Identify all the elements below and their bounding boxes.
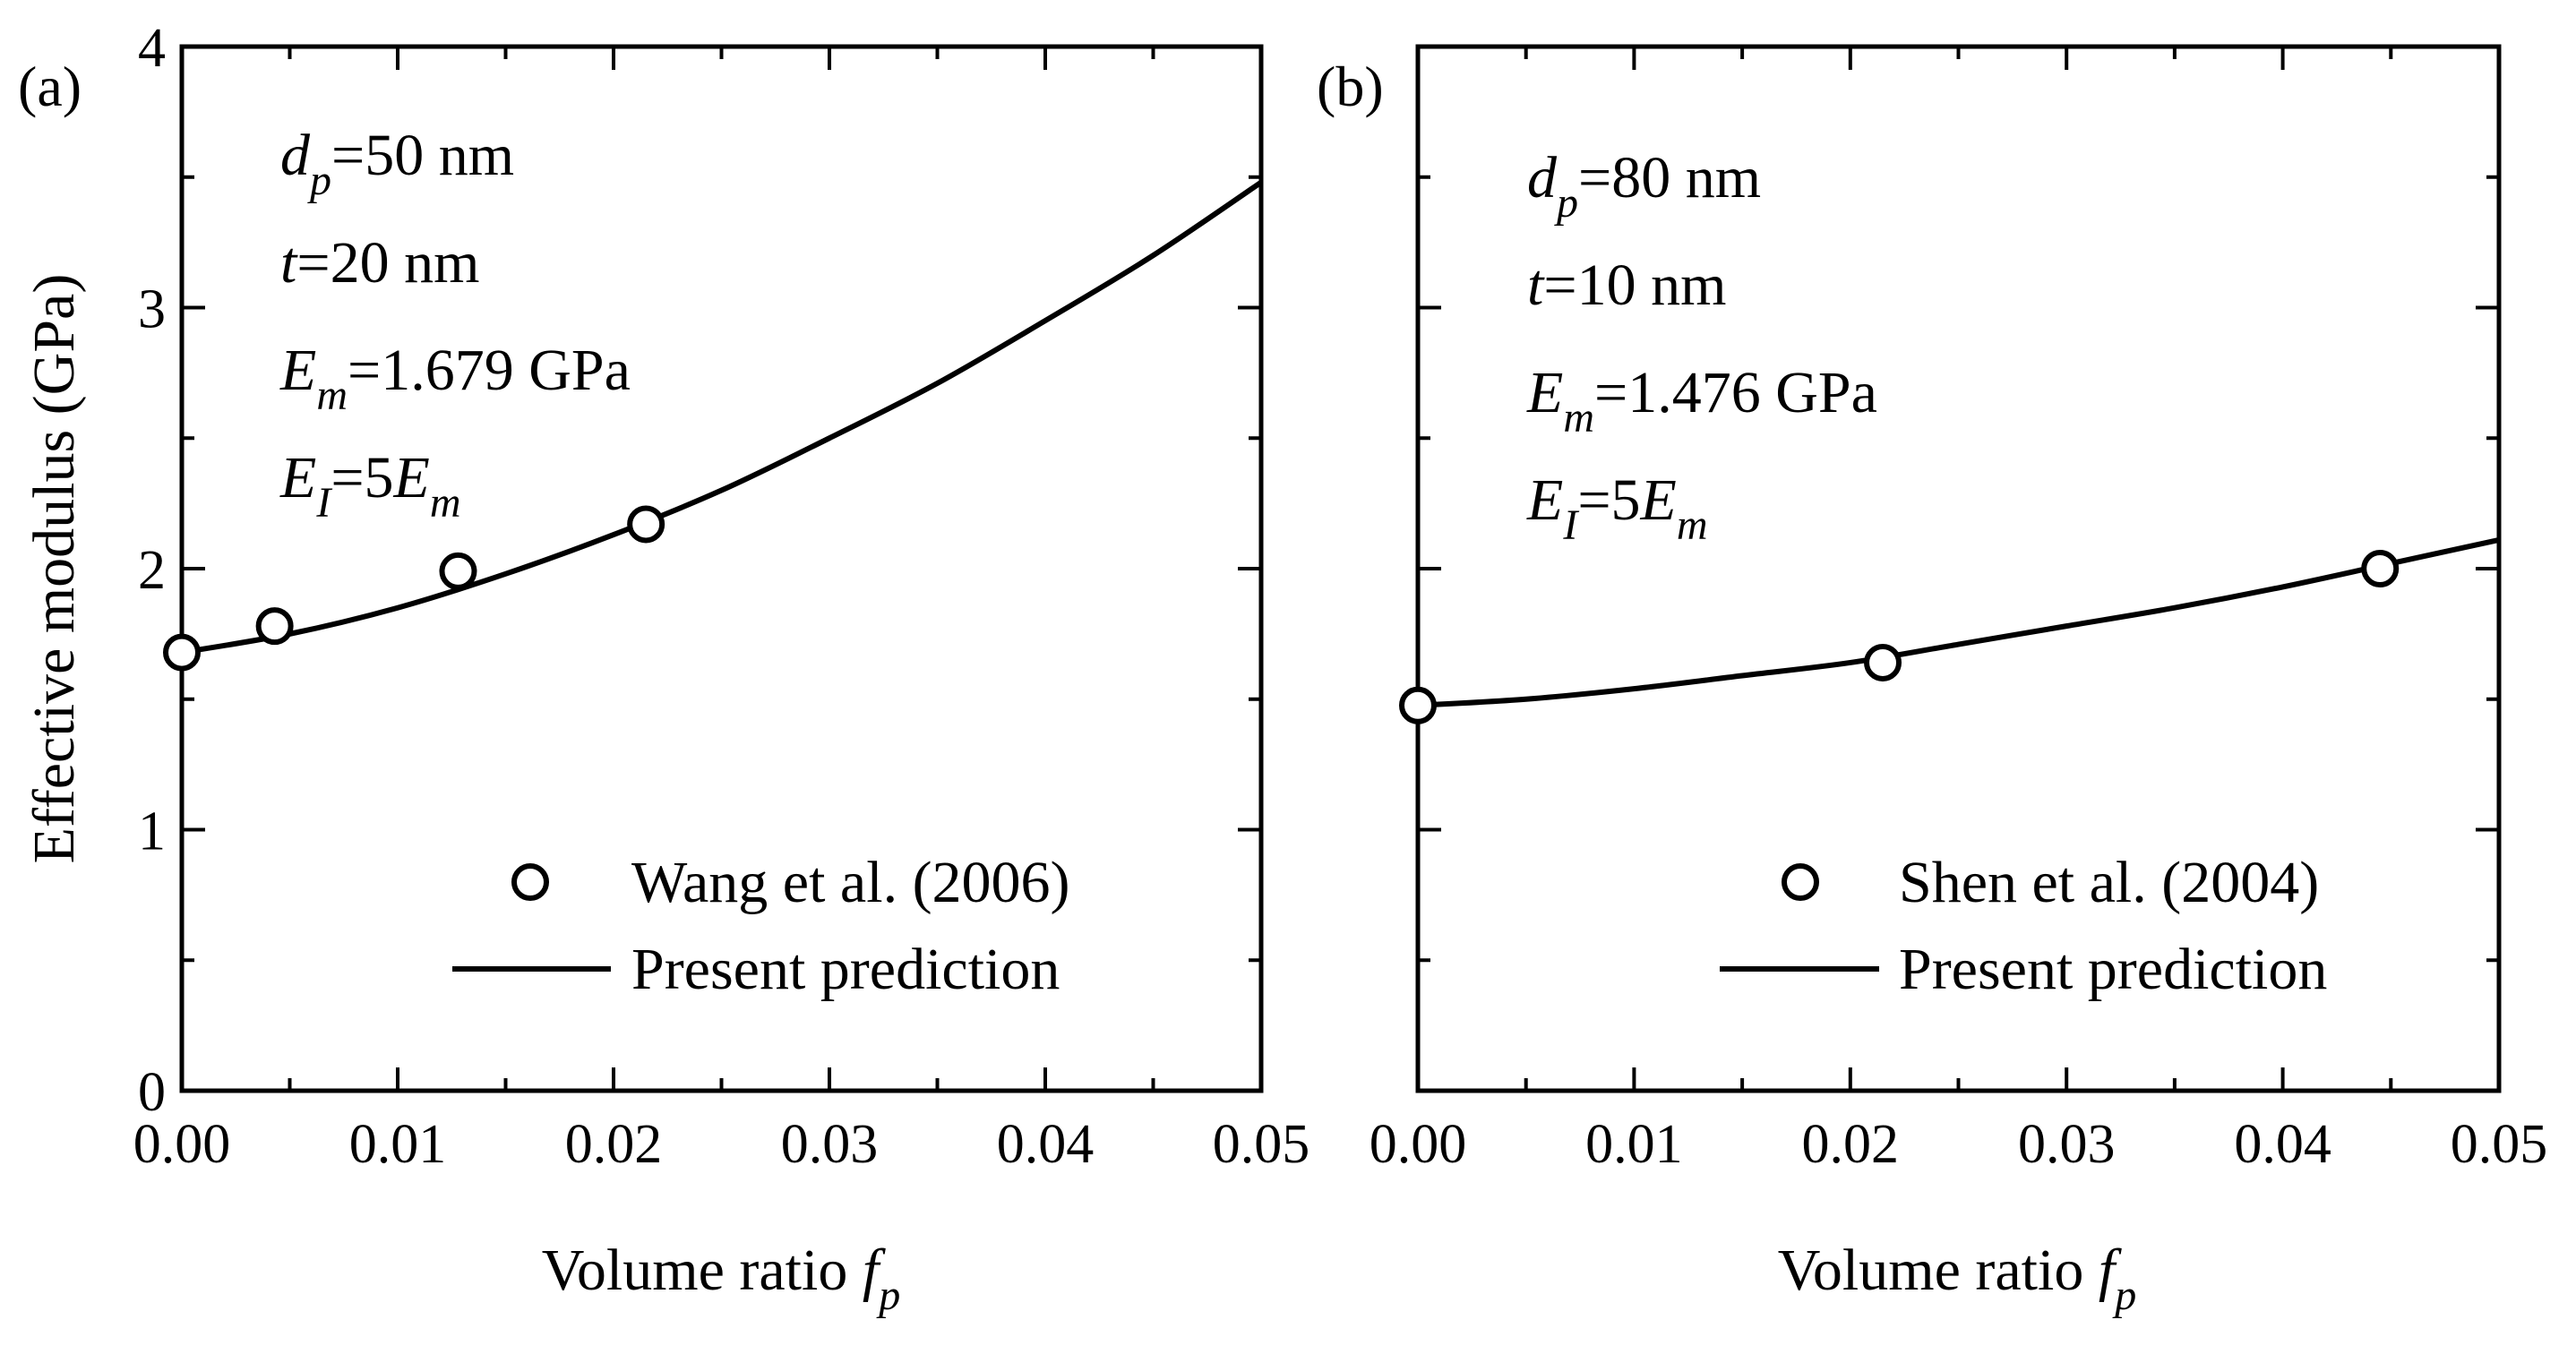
legend-label: Present prediction bbox=[631, 937, 1060, 1002]
y-tick-label: 3 bbox=[138, 279, 166, 340]
prediction-curve bbox=[1418, 537, 2499, 708]
x-tick-label: 0.03 bbox=[2018, 1114, 2116, 1175]
legend-marker bbox=[511, 863, 549, 901]
legend-marker bbox=[1782, 863, 1819, 901]
parameter-annotation: Em=1.476 GPa bbox=[1526, 360, 1877, 441]
y-axis-title: Effective modulus (GPa) bbox=[21, 274, 87, 864]
y-tick-label: 4 bbox=[138, 18, 166, 79]
x-tick-label: 0.04 bbox=[997, 1114, 1095, 1175]
panel-a: 0.00 0.01 0.02 0.03 0.04 0.05 0 1 2 3 4 Effective m… bbox=[18, 18, 1309, 1319]
panel-label: (a) bbox=[18, 55, 82, 118]
legend-label: Wang et al. (2006) bbox=[631, 850, 1070, 915]
parameter-annotation: EI=5Em bbox=[279, 445, 461, 527]
legend-label: Shen et al. (2004) bbox=[1899, 850, 2319, 915]
data-point bbox=[163, 633, 201, 672]
parameter-annotation: EI=5Em bbox=[1526, 467, 1708, 549]
x-tick-label: 0.00 bbox=[1370, 1114, 1467, 1175]
x-tick-label: 0.05 bbox=[1213, 1114, 1310, 1175]
prediction-curve bbox=[182, 180, 1261, 656]
data-point bbox=[255, 607, 294, 646]
y-tick-label: 2 bbox=[138, 540, 166, 601]
data-point bbox=[439, 552, 477, 590]
plot-frame bbox=[179, 44, 1264, 1093]
x-axis-title: Volume ratio fp bbox=[1778, 1238, 2136, 1319]
x-tick-label: 0.01 bbox=[1585, 1114, 1683, 1175]
data-point bbox=[627, 505, 665, 544]
x-tick-label: 0.00 bbox=[133, 1114, 231, 1175]
y-tick-label: 1 bbox=[138, 801, 166, 862]
x-tick-label: 0.03 bbox=[781, 1114, 879, 1175]
parameter-annotation: t=20 nm bbox=[280, 230, 479, 296]
parameter-annotation: dp=80 nm bbox=[1527, 145, 1761, 227]
x-tick-label: 0.02 bbox=[1802, 1114, 1900, 1175]
y-tick-label: 0 bbox=[138, 1062, 166, 1123]
x-axis-title: Volume ratio fp bbox=[542, 1238, 900, 1319]
x-tick-label: 0.02 bbox=[565, 1114, 663, 1175]
x-tick-label: 0.01 bbox=[349, 1114, 447, 1175]
panel-label: (b) bbox=[1317, 55, 1384, 118]
parameter-annotation: t=10 nm bbox=[1527, 253, 1726, 318]
data-point bbox=[1864, 643, 1902, 681]
parameter-annotation: dp=50 nm bbox=[280, 123, 514, 204]
panel-b: 0.00 0.01 0.02 0.03 0.04 0.05 Volume ratio fp (… bbox=[1317, 44, 2548, 1319]
data-point bbox=[1399, 686, 1437, 724]
x-tick-label: 0.04 bbox=[2234, 1114, 2331, 1175]
x-tick-label: 0.05 bbox=[2451, 1114, 2548, 1175]
data-point bbox=[2361, 550, 2400, 587]
legend-label: Present prediction bbox=[1899, 937, 2327, 1002]
parameter-annotation: Em=1.679 GPa bbox=[279, 338, 631, 419]
